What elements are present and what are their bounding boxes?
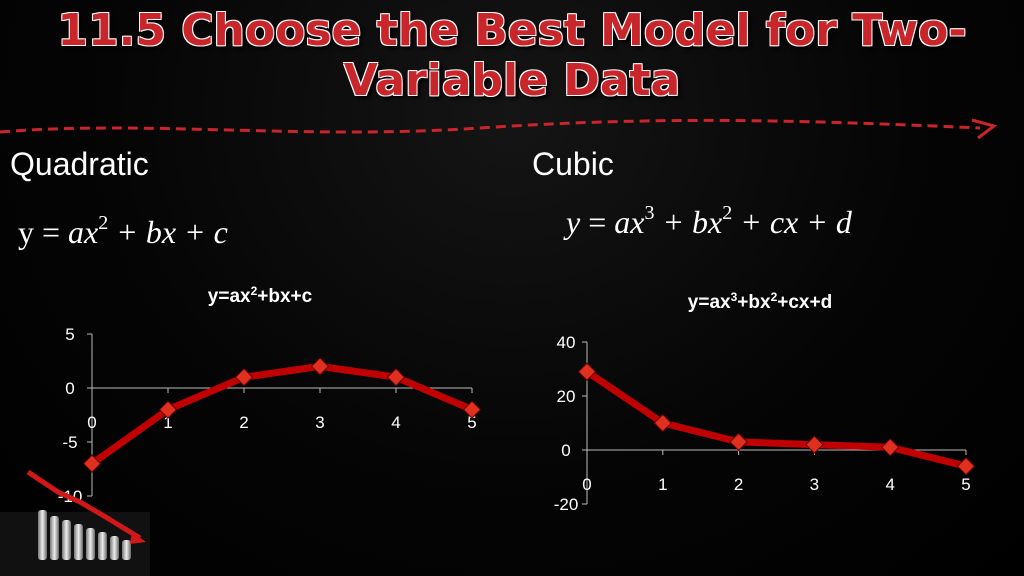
slide-title: 11.5 Choose the Best Model for Two-Varia… [57,5,967,106]
quadratic-y-tick-label: 0 [65,379,74,398]
formula-term-c: + cx + d [732,204,852,240]
cubic-y-tick-label: -20 [554,495,579,514]
formula-exp-a: 3 [644,202,655,224]
formula-term-b: + bx + c [108,214,228,250]
quadratic-x-tick-label: 3 [315,413,324,432]
formula-term-b: + bx [654,204,723,240]
quadratic-y-tick-label: 5 [65,325,74,344]
cubic-data-point [653,413,672,433]
formula-term-a: ax [68,214,99,250]
cubic-data-point [881,438,900,457]
cubic-x-tick-label: 3 [810,475,819,494]
dashed-arrow-decoration [0,118,998,140]
formula-eq: = [34,214,69,250]
cubic-x-tick-label: 4 [885,475,894,494]
quadratic-x-tick-label: 0 [87,413,96,432]
cubic-y-tick-label: 20 [557,387,576,406]
quadratic-label: Quadratic [10,146,149,182]
cubic-formula: y = ax3 + bx2 + cx + d [566,194,852,241]
cubic-x-tick-label: 2 [734,475,743,494]
quadratic-x-tick-label: 4 [391,413,400,432]
formula-exp-a: 2 [98,212,109,234]
cubic-chart-title: y=ax3+bx2+cx+d [687,290,833,313]
formula-y: y [566,204,581,240]
quadratic-series-line [88,362,476,468]
quadratic-formula: y = ax2 + bx + c [18,204,228,251]
quadratic-data-point [386,368,406,387]
cubic-data-point [577,362,597,381]
formula-exp-b: 2 [722,202,733,224]
quadratic-x-tick-label: 2 [239,413,248,432]
quadratic-data-point [158,400,178,419]
quadratic-data-point [310,357,330,376]
quadratic-y-tick-label: -5 [62,433,77,452]
cubic-series-line [583,368,970,470]
cubic-y-tick-label: 0 [561,441,570,460]
declining-bar-chart-icon [0,469,150,576]
formula-y: y [18,214,34,250]
cubic-y-tick-label: 40 [557,333,576,352]
formula-term-a: ax [614,204,645,240]
cubic-data-point [956,457,976,476]
formula-eq: = [580,204,615,240]
cubic-x-tick-label: 1 [658,475,667,494]
cubic-data-point [729,432,748,452]
cubic-x-tick-label: 5 [961,475,970,494]
quadratic-x-tick-label: 5 [467,413,476,432]
quadratic-data-point [234,368,254,387]
quadratic-x-tick-label: 1 [163,413,172,432]
quadratic-data-point [82,454,102,473]
quadratic-data-point [462,400,482,419]
cubic-label: Cubic [532,146,614,182]
cubic-x-tick-label: 0 [582,475,591,494]
cubic-data-point [805,435,824,454]
quadratic-chart-title: y=ax2+bx+c [207,284,313,307]
